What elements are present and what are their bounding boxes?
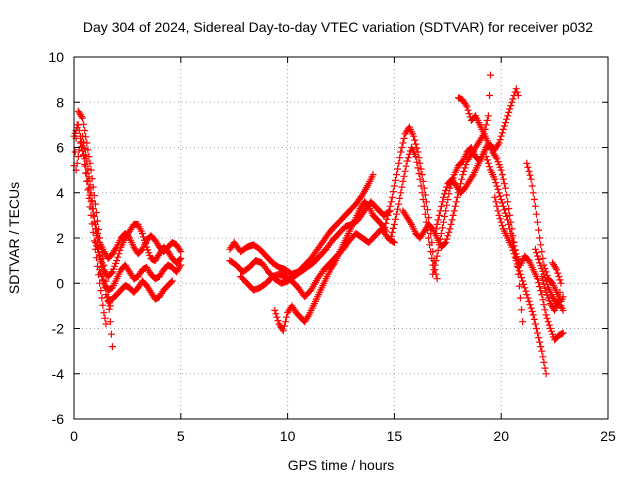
data-points: [482, 153, 567, 344]
data-points: [491, 193, 550, 378]
series-track-5: [91, 220, 185, 280]
data-points: [104, 277, 176, 305]
data-points: [96, 261, 185, 294]
x-tick-label: 0: [70, 428, 78, 444]
data-points: [429, 139, 492, 278]
series-track-22: [538, 259, 565, 314]
y-tick-label: -4: [52, 366, 65, 382]
data-points: [380, 123, 441, 283]
x-tick-label: 15: [387, 428, 403, 444]
data-points: [271, 198, 390, 335]
y-tick-label: 2: [56, 230, 64, 246]
x-axis-label: GPS time / hours: [288, 457, 395, 473]
x-tick-label: 25: [600, 428, 616, 444]
chart-title: Day 304 of 2024, Sidereal Day-to-day VTE…: [83, 19, 593, 35]
x-tick-label: 5: [177, 428, 185, 444]
ticks-layer: 0 5 10 15 20 25 -6 -4 -2 0 2 4 6 8 10: [48, 49, 616, 444]
series-track-20: [523, 159, 567, 305]
series-track-11: [271, 198, 390, 335]
series-track-13: [386, 144, 437, 269]
y-tick-label: -6: [52, 411, 65, 427]
series-track-10: [237, 225, 398, 301]
series-track-18: [482, 153, 567, 344]
y-axis-label: SDTVAR / TECUs: [6, 182, 22, 294]
x-tick-label: 10: [280, 428, 296, 444]
series-track-19: [491, 193, 550, 378]
data-points: [237, 225, 398, 301]
y-tick-label: 10: [48, 49, 64, 65]
data-points: [538, 259, 565, 314]
y-tick-label: -2: [52, 321, 65, 337]
series-track-17: [455, 94, 527, 326]
y-tick-label: 4: [56, 185, 64, 201]
marks-layer: [70, 71, 567, 378]
series-track-15: [429, 139, 492, 278]
y-tick-label: 8: [56, 94, 64, 110]
data-points: [523, 159, 567, 305]
x-tick-label: 20: [493, 428, 509, 444]
data-points: [386, 144, 437, 269]
data-points: [455, 94, 527, 326]
y-tick-label: 6: [56, 140, 64, 156]
y-tick-label: 0: [56, 275, 64, 291]
series-track-6: [96, 261, 185, 294]
data-points: [91, 220, 185, 280]
series-track-7: [104, 277, 176, 305]
series-track-12: [380, 123, 441, 283]
